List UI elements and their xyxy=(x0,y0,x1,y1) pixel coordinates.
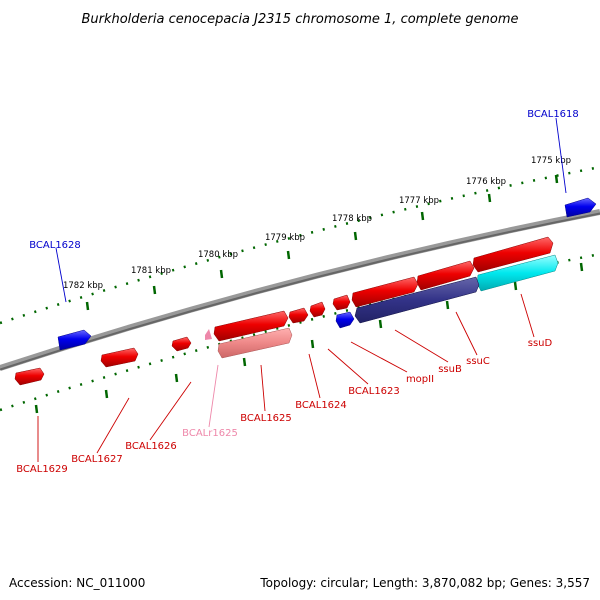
tick-label-1777: 1777 kbp xyxy=(399,196,439,206)
tick-label-1778: 1778 kbp xyxy=(332,214,372,224)
tick-label-1781: 1781 kbp xyxy=(131,266,171,276)
gene-label-BCAL1618[interactable]: BCAL1618 xyxy=(527,109,579,120)
gene-label-BCAL1623[interactable]: BCAL1623 xyxy=(348,386,400,397)
feature-ssuBC-navy xyxy=(354,276,480,324)
gene-mopII-arrow[interactable] xyxy=(332,294,351,311)
gene-BCAL1625-arrow[interactable] xyxy=(213,310,289,342)
inner-major-ticks xyxy=(34,262,584,414)
gene-ssuB-arrow[interactable] xyxy=(351,276,419,308)
gene-label-BCAL1627[interactable]: BCAL1627 xyxy=(71,454,123,465)
gene-label-BCAL1624[interactable]: BCAL1624 xyxy=(295,400,347,411)
gene-label-BCAL1626[interactable]: BCAL1626 xyxy=(125,441,177,452)
genome-summary-text: Topology: circular; Length: 3,870,082 bp… xyxy=(259,576,590,590)
gene-label-BCAL1628[interactable]: BCAL1628 xyxy=(29,240,81,251)
gene-BCAL1629-arrow[interactable] xyxy=(14,367,45,386)
accession-text: Accession: NC_011000 xyxy=(9,576,145,590)
gene-BCAL1626-arrow[interactable] xyxy=(171,336,192,352)
gene-label-mopII[interactable]: mopII xyxy=(406,374,434,385)
gene-label-ssuC[interactable]: ssuC xyxy=(466,356,490,367)
gene-label-BCAL1629[interactable]: BCAL1629 xyxy=(16,464,68,475)
gene-BCALr1625-arrow[interactable] xyxy=(205,329,212,340)
gene-BCAL1627-arrow[interactable] xyxy=(100,347,139,368)
tick-label-1780: 1780 kbp xyxy=(198,250,238,260)
feature-BCAL1625-pink xyxy=(217,327,293,359)
gene-label-BCAL1625[interactable]: BCAL1625 xyxy=(240,413,292,424)
tick-label-1779: 1779 kbp xyxy=(265,233,305,243)
gene-BCAL1628-arrow[interactable] xyxy=(57,329,92,351)
gene-BCAL1623-arrow[interactable] xyxy=(309,301,326,318)
tick-label-1782: 1782 kbp xyxy=(63,281,103,291)
outer-major-ticks xyxy=(85,174,559,311)
gene-BCAL1624-arrow[interactable] xyxy=(288,307,309,324)
map-title: Burkholderia cenocepacia J2315 chromosom… xyxy=(81,12,518,27)
gene-label-ssuD[interactable]: ssuD xyxy=(528,338,553,349)
outer-scale-track xyxy=(0,165,600,325)
gene-label-BCALr1625[interactable]: BCALr1625 xyxy=(182,428,238,439)
inner-scale-track xyxy=(0,252,600,412)
leader-lines xyxy=(37,117,567,462)
tick-label-1775: 1775 kbp xyxy=(531,156,571,166)
gene-ssuD-arrow[interactable] xyxy=(472,236,554,273)
feature-mopII-blue xyxy=(335,311,355,329)
gene-label-ssuB[interactable]: ssuB xyxy=(438,364,462,375)
tick-label-1776: 1776 kbp xyxy=(466,177,506,187)
gene-BCAL1618-arrow[interactable] xyxy=(564,197,597,218)
